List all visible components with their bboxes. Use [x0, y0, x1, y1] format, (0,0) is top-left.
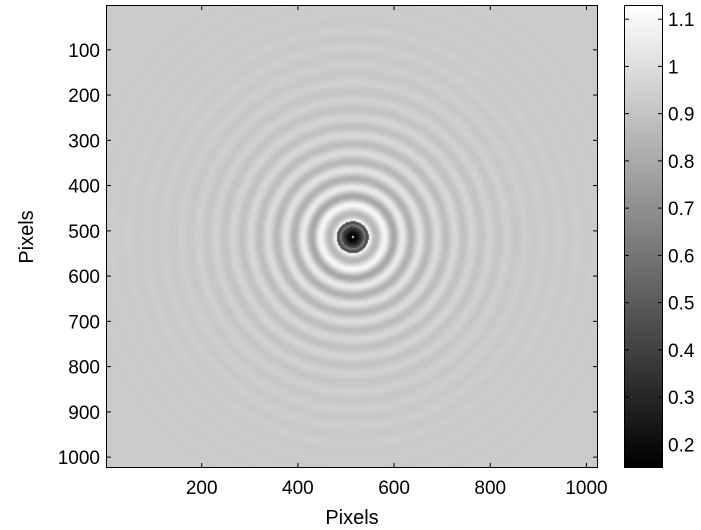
colorbar-tick-label: 0.4	[668, 341, 695, 362]
x-axis-ticks: 200 400 600 800 1000	[186, 5, 608, 499]
y-tick-label: 400	[68, 177, 100, 198]
colorbar-tick-label: 0.8	[668, 152, 694, 173]
colorbar-tick-label: 0.5	[668, 294, 694, 315]
y-tick-label: 300	[68, 131, 100, 152]
y-tick-label: 900	[68, 403, 100, 424]
y-tick-label: 100	[68, 41, 100, 62]
colorbar-tick-label: 0.7	[668, 199, 694, 220]
colorbar-gradient	[625, 6, 662, 467]
diffraction-intensity-image	[107, 6, 597, 467]
colorbar-tick-label: 1.1	[668, 10, 694, 31]
colorbar-tick-label: 0.2	[668, 435, 694, 456]
y-axis-ticks: 100 200 300 400 500 600 700 800 900 1000	[58, 41, 598, 469]
x-tick-label: 400	[282, 478, 314, 499]
y-tick-label: 600	[68, 267, 100, 288]
plot-area	[106, 5, 598, 468]
colorbar-tick-label: 1	[668, 57, 679, 78]
x-tick-label: 1000	[565, 478, 607, 499]
y-axis-label: Pixels	[16, 210, 38, 263]
colorbar-tick-label: 0.6	[668, 246, 694, 267]
colorbar-tick-label: 0.3	[668, 388, 694, 409]
x-tick-label: 200	[186, 478, 218, 499]
x-axis-label: Pixels	[325, 507, 378, 529]
y-tick-label: 800	[68, 358, 100, 379]
y-tick-label: 500	[68, 222, 100, 243]
y-tick-label: 700	[68, 312, 100, 333]
y-tick-label: 200	[68, 86, 100, 107]
x-tick-label: 800	[474, 478, 506, 499]
y-tick-label: 1000	[58, 448, 100, 469]
x-tick-label: 600	[378, 478, 410, 499]
colorbar-ticks: 0.2 0.3 0.4 0.5 0.6 0.7 0.8 0.9 1 1.1	[624, 10, 695, 456]
colorbar-tick-label: 0.9	[668, 105, 694, 126]
colorbar	[624, 5, 663, 468]
